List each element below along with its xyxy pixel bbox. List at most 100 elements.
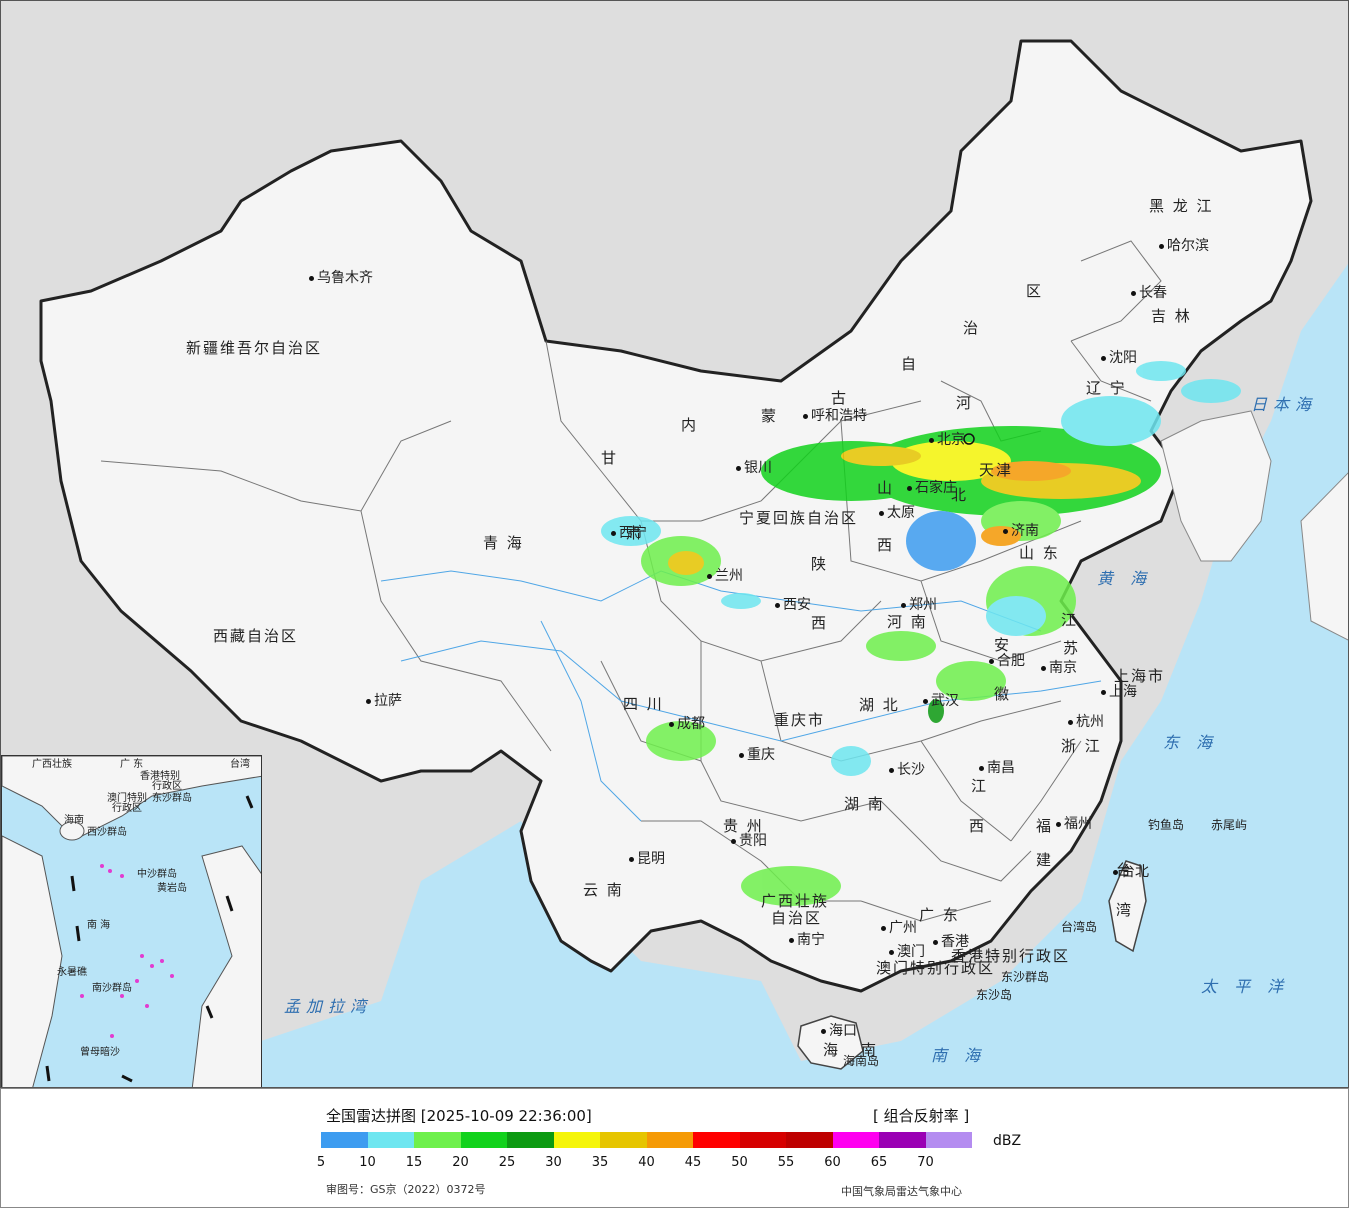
south-china-sea-inset: 广西壮族 广 东 台湾 香港特别 行政区 澳门特别 行政区 东沙群岛 海南 西沙群岛 中沙群岛 黄岩岛… bbox=[1, 755, 262, 1087]
i-zhongsha-label: 中沙群岛 bbox=[137, 869, 177, 880]
scale-tick: 40 bbox=[638, 1155, 655, 1170]
hubei-label: 湖 北 bbox=[859, 696, 900, 714]
inset-hainan bbox=[59, 821, 85, 841]
hongkong-label: 香港 bbox=[933, 935, 969, 949]
i-guangxi-label: 广西壮族 bbox=[32, 759, 72, 770]
hainan-island-label: 海南岛 bbox=[843, 1054, 880, 1068]
jiangsu-1-label: 江 bbox=[1061, 611, 1079, 629]
hangzhou-label: 杭州 bbox=[1068, 715, 1104, 729]
scale-tick: 45 bbox=[684, 1155, 702, 1170]
shanxi-2-label: 西 bbox=[877, 536, 895, 554]
scale-tick: 30 bbox=[545, 1155, 562, 1170]
scale-swatch-5 bbox=[553, 1132, 600, 1148]
shanxi-1-label: 山 bbox=[877, 479, 895, 497]
lanzhou-label: 兰州 bbox=[707, 569, 743, 583]
anhui-2-label: 徽 bbox=[994, 685, 1012, 703]
nanjing-label: 南京 bbox=[1041, 661, 1077, 675]
scale-swatch-3 bbox=[460, 1132, 507, 1148]
scale-tick: 60 bbox=[824, 1155, 841, 1170]
korea-peninsula bbox=[1160, 410, 1272, 562]
guangdong-label: 广 东 bbox=[919, 906, 960, 924]
chongqing-city-label: 重庆 bbox=[739, 748, 775, 762]
scale-ticks: 5 10 15 20 25 30 35 40 45 50 55 60 65 70 bbox=[1, 1155, 1349, 1173]
inset-canvas bbox=[2, 756, 261, 1087]
taiyuan-label: 太原 bbox=[879, 506, 915, 520]
i-macau-label: 澳门特别 bbox=[107, 793, 147, 804]
east-sea-label: 东 海 bbox=[1163, 733, 1219, 752]
scale-swatch-13 bbox=[925, 1132, 972, 1148]
guiyang-label: 贵阳 bbox=[731, 834, 767, 848]
urumqi-label: 乌鲁木齐 bbox=[309, 271, 373, 285]
south-sea-label: 南 海 bbox=[931, 1046, 987, 1065]
ningxia-label: 宁夏回族自治区 bbox=[739, 509, 859, 527]
sichuan-label: 四 川 bbox=[623, 695, 664, 713]
japan-islands bbox=[1300, 472, 1348, 641]
scale-tick: 55 bbox=[777, 1155, 795, 1170]
scale-swatch-7 bbox=[646, 1132, 693, 1148]
xining-label: 西宁 bbox=[611, 526, 647, 540]
pacific-label: 太 平 洋 bbox=[1201, 977, 1290, 996]
scale-swatch-1 bbox=[367, 1132, 414, 1148]
i-taiwan-label: 台湾 bbox=[230, 759, 250, 770]
sea-japan-label: 日本海 bbox=[1251, 395, 1318, 414]
fujian-2-label: 建 bbox=[1036, 851, 1054, 869]
scale-swatch-10 bbox=[786, 1132, 833, 1148]
diaoyu-label: 钓鱼岛 bbox=[1148, 818, 1185, 832]
neimenggu-5-label: 治 bbox=[963, 319, 981, 337]
i-macau2-label: 行政区 bbox=[112, 803, 142, 814]
dongsha-islands-label: 东沙群岛 bbox=[1001, 970, 1050, 984]
taiwan-island-label: 台湾岛 bbox=[1061, 920, 1098, 934]
chengdu-label: 成都 bbox=[669, 717, 705, 731]
i-zengmu-label: 曾母暗沙 bbox=[80, 1047, 120, 1058]
tianjin-label: 天津 bbox=[979, 461, 1014, 479]
wuhan-label: 武汉 bbox=[923, 694, 959, 708]
anhui-1-label: 安 bbox=[994, 636, 1012, 654]
scale-tick: 35 bbox=[591, 1155, 609, 1170]
qinghai-label: 青 海 bbox=[483, 534, 524, 552]
shanghai-label: 上海市 bbox=[1114, 667, 1166, 685]
i-dongsha-label: 东沙群岛 bbox=[152, 793, 192, 804]
inset-nine-dash-line bbox=[45, 795, 254, 1083]
jilin-label: 吉 林 bbox=[1151, 307, 1192, 325]
jiangsu-2-label: 苏 bbox=[1063, 639, 1081, 657]
legend-panel: 全国雷达拼图 [2025-10-09 22:36:00] [ 组合反射率 ] d… bbox=[0, 1088, 1349, 1208]
radar-map: 新疆维吾尔自治区 西藏自治区青 海甘内蒙古自治区黑 龙 江吉 林辽 宁河北山西山 … bbox=[0, 0, 1349, 1088]
color-scale bbox=[321, 1132, 972, 1148]
i-hk-label: 香港特别 bbox=[140, 771, 180, 782]
scale-swatch-9 bbox=[739, 1132, 786, 1148]
hefei-label: 合肥 bbox=[989, 654, 1025, 668]
i-hk2-label: 行政区 bbox=[152, 781, 182, 792]
neimenggu-3-label: 古 bbox=[831, 389, 849, 407]
i-guangdong-label: 广 东 bbox=[120, 759, 144, 770]
neimenggu-6-label: 区 bbox=[1026, 282, 1044, 300]
radar-echoes bbox=[601, 361, 1241, 906]
changsha-label: 长沙 bbox=[889, 763, 925, 777]
i-hainan-label: 海南 bbox=[64, 815, 84, 826]
scale-tick: 20 bbox=[452, 1155, 469, 1170]
neimenggu-2-label: 蒙 bbox=[761, 407, 779, 425]
jiangxi-1-label: 江 bbox=[971, 777, 989, 795]
guangzhou-label: 广州 bbox=[881, 921, 917, 935]
scale-tick: 25 bbox=[498, 1155, 516, 1170]
guizhou-label: 贵 州 bbox=[723, 817, 764, 835]
zhengzhou-label: 郑州 bbox=[901, 598, 937, 612]
kunming-label: 昆明 bbox=[629, 852, 665, 866]
hunan-label: 湖 南 bbox=[844, 795, 885, 813]
taiwan-2-label: 湾 bbox=[1116, 901, 1134, 919]
inset-land bbox=[2, 756, 261, 837]
dongsha-island-label: 东沙岛 bbox=[976, 988, 1013, 1002]
scale-swatch-11 bbox=[832, 1132, 879, 1148]
lhasa-label: 拉萨 bbox=[366, 694, 402, 708]
scale-swatch-12 bbox=[879, 1132, 926, 1148]
xinjiang-label: 新疆维吾尔自治区 bbox=[186, 339, 323, 357]
yunnan-label: 云 南 bbox=[583, 881, 624, 899]
guangxi-1-label: 广西壮族 bbox=[761, 892, 830, 910]
shaanxi-2-label: 西 bbox=[811, 614, 829, 632]
fuzhou-label: 福州 bbox=[1056, 817, 1092, 831]
scale-swatch-6 bbox=[600, 1132, 647, 1148]
neimenggu-4-label: 自 bbox=[901, 355, 919, 373]
liaoning-label: 辽 宁 bbox=[1086, 379, 1127, 397]
taipei-label: 台北 bbox=[1113, 865, 1149, 879]
henan-label: 河 南 bbox=[887, 613, 928, 631]
i-nansha-label: 南沙群岛 bbox=[92, 983, 132, 994]
